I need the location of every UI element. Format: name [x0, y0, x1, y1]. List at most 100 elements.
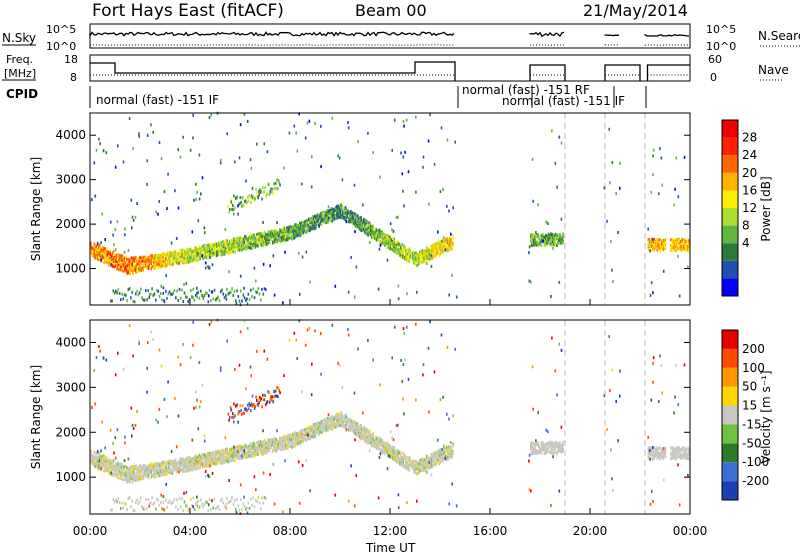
power-cell — [298, 292, 301, 296]
velocity-cell — [316, 430, 319, 434]
power-colorbar-tick: 24 — [742, 148, 757, 162]
velocity-cell — [301, 439, 304, 443]
power-cell — [390, 241, 392, 245]
power-cell — [262, 234, 264, 238]
velocity-cell — [248, 444, 250, 448]
power-cell — [103, 261, 105, 264]
power-cell — [375, 229, 377, 233]
velocity-cell — [97, 455, 100, 458]
power-cell — [426, 246, 428, 250]
power-cell — [301, 231, 304, 235]
power-cell — [652, 243, 655, 247]
power-cell — [378, 232, 381, 236]
power-cell — [268, 230, 271, 234]
power-cell — [653, 237, 656, 241]
velocity-cell — [291, 441, 293, 445]
power-cell — [160, 157, 163, 161]
power-cell — [377, 235, 380, 239]
power-cell — [167, 253, 169, 257]
power-cell — [382, 243, 384, 246]
power-cell — [342, 216, 345, 220]
velocity-cell — [183, 460, 186, 464]
power-cell — [176, 253, 179, 257]
power-cell — [392, 249, 395, 253]
velocity-cell — [117, 461, 119, 465]
velocity-cell — [258, 446, 260, 450]
velocity-cell — [314, 431, 317, 435]
power-cell — [431, 257, 433, 260]
power-cell — [236, 237, 238, 241]
velocity-cell — [171, 460, 173, 463]
power-cell — [320, 165, 322, 169]
velocity-cell — [221, 454, 223, 458]
velocity-cell — [115, 472, 117, 476]
power-cell — [110, 299, 112, 303]
power-cell — [528, 279, 531, 283]
power-cell — [345, 217, 348, 220]
power-cell — [266, 192, 269, 196]
power-cell — [129, 271, 131, 275]
velocity-cell — [310, 425, 313, 429]
power-cell — [197, 250, 200, 253]
power-cell — [230, 250, 233, 254]
power-cell — [273, 293, 276, 297]
power-cell — [235, 299, 237, 303]
power-cell — [251, 238, 254, 242]
power-cell — [391, 239, 393, 243]
power-cell — [327, 215, 329, 219]
power-cell — [138, 132, 140, 136]
power-cell — [212, 297, 215, 301]
velocity-cell — [293, 433, 296, 437]
power-cell — [402, 189, 404, 193]
power-cell — [310, 185, 313, 189]
velocity-cell — [265, 444, 267, 447]
power-cell — [315, 218, 318, 222]
power-cell — [330, 207, 333, 211]
power-cell — [528, 251, 530, 255]
velocity-cell — [130, 471, 132, 475]
power-cell — [273, 240, 276, 244]
velocity-cell — [216, 461, 219, 465]
power-cell — [399, 249, 402, 253]
velocity-cell — [187, 458, 189, 462]
power-cell — [362, 226, 364, 230]
velocity-cell — [281, 447, 284, 450]
power-cell — [397, 242, 399, 246]
power-cell — [247, 199, 250, 203]
velocity-cell — [104, 455, 106, 459]
power-cell — [354, 220, 356, 224]
power-cell — [133, 265, 136, 268]
power-cell — [274, 181, 277, 185]
velocity-cell — [90, 459, 93, 463]
velocity-cell — [281, 443, 284, 447]
power-cell — [145, 266, 147, 269]
velocity-cell — [121, 463, 124, 467]
velocity-cell — [257, 443, 259, 447]
power-cell — [160, 264, 162, 267]
power-cell — [215, 248, 217, 252]
velocity-cell — [202, 462, 205, 465]
velocity-cell — [104, 469, 107, 473]
power-cell — [450, 247, 453, 251]
velocity-cell — [253, 442, 256, 446]
power-cell — [294, 233, 297, 237]
power-cell — [197, 247, 200, 251]
power-cell — [411, 253, 413, 257]
power-cell — [293, 233, 295, 236]
velocity-cell — [97, 456, 99, 460]
power-cell — [331, 210, 334, 214]
velocity-cell — [259, 441, 262, 445]
velocity-cell — [222, 448, 224, 452]
velocity-cell — [310, 428, 313, 432]
velocity-cell — [286, 443, 289, 447]
velocity-cell — [107, 469, 110, 473]
power-cell — [269, 230, 271, 234]
power-cell — [271, 235, 273, 239]
velocity-cell — [213, 456, 215, 460]
velocity-cell — [250, 451, 252, 454]
power-cell — [367, 233, 369, 237]
velocity-cell — [265, 448, 267, 452]
power-cell — [244, 235, 246, 239]
power-cell — [384, 244, 386, 247]
velocity-cell — [216, 458, 219, 462]
